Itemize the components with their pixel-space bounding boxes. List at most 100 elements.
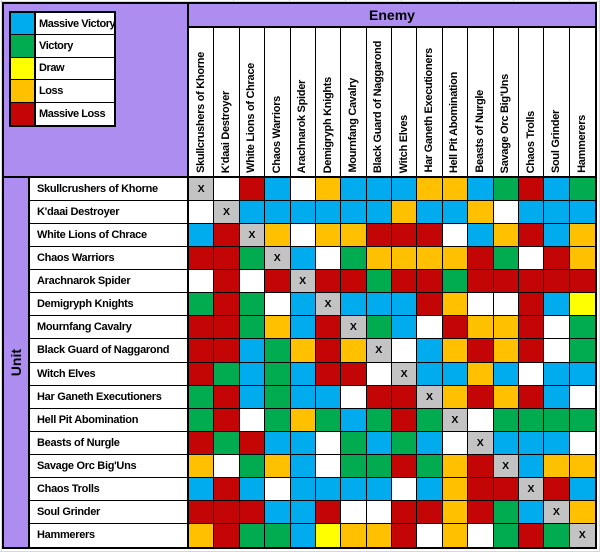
- matrix-cell-empty: [468, 293, 494, 317]
- matrix-cell-result: [544, 178, 570, 202]
- matrix-cell-result: [417, 477, 443, 501]
- matrix-cell-result: [417, 339, 443, 363]
- legend-row: Draw: [11, 57, 116, 81]
- matrix-cell-self: X: [442, 408, 469, 432]
- row-header: Hammerers: [37, 529, 95, 542]
- matrix-cell-result: [544, 385, 570, 409]
- matrix-cell-result: [239, 523, 266, 547]
- matrix-cell-result: [341, 477, 367, 501]
- matrix-cell-result: [468, 247, 494, 271]
- column-header-text: Demigryph Knights: [321, 76, 334, 173]
- matrix-cell-result: [341, 293, 367, 317]
- matrix-cell-result: [392, 178, 418, 202]
- column-header-text: Soul Grinder: [549, 109, 562, 173]
- matrix-cell-self: X: [366, 339, 392, 363]
- row-header: Chaos Trolls: [30, 478, 187, 501]
- matrix-cell-empty: [493, 293, 519, 317]
- matrix-cell-result: [518, 316, 545, 340]
- matrix-cell-result: [493, 178, 519, 202]
- matrix-cell-result: [392, 293, 418, 317]
- matrix-cell-empty: [442, 431, 469, 455]
- matrix-cell-result: [315, 201, 342, 225]
- matrix-cell-result: [544, 293, 570, 317]
- column-header: Skullcrushers of Khorne: [189, 28, 215, 176]
- sheet-gridline-tick: [513, 0, 514, 2]
- matrix-cell-self: X: [493, 454, 519, 478]
- matrix-cell-result: [315, 477, 342, 501]
- matrix-cell-result: [544, 247, 570, 271]
- matrix-cell-result: [290, 316, 316, 340]
- matrix-cell-result: [189, 339, 215, 363]
- legend-label: Victory: [39, 40, 73, 53]
- matrix-cell-result: [239, 454, 266, 478]
- matrix-cell-result: [442, 316, 469, 340]
- matrix-cell-result: [239, 316, 266, 340]
- matrix-cell-empty: [569, 385, 595, 409]
- matrix-cell-result: [315, 316, 342, 340]
- matrix-cell-result: [341, 224, 367, 248]
- row-headers: Skullcrushers of Khorne K'daai Destroyer W…: [30, 178, 189, 547]
- matrix-cell-result: [366, 316, 392, 340]
- matrix-cell-result: [341, 201, 367, 225]
- matrix-cell-result: [341, 339, 367, 363]
- matrix-cell-result: [392, 316, 418, 340]
- column-header: White Lions of Chrace: [240, 28, 266, 176]
- matrix-cell-result: [569, 201, 595, 225]
- matrix-cell-result: [569, 178, 595, 202]
- matrix-cell-self: X: [468, 431, 494, 455]
- matrix-cell-result: [468, 477, 494, 501]
- column-header-text: White Lions of Chrace: [245, 63, 258, 173]
- column-header: Savage Orc Big'Uns: [494, 28, 519, 176]
- matrix-cell-self: X: [239, 224, 266, 248]
- matrix-cell-result: [544, 270, 570, 294]
- matrix-cell-result: [544, 454, 570, 478]
- matrix-cell-result: [290, 385, 316, 409]
- matrix-cell-result: [544, 408, 570, 432]
- matrix-cell-result: [493, 339, 519, 363]
- matrix-cell-result: [569, 362, 595, 386]
- column-header-text: Har Ganeth Executioners: [423, 48, 436, 173]
- matrix-cell-result: [214, 477, 240, 501]
- matrix-cell-result: [493, 523, 519, 547]
- matrix-cell-result: [315, 224, 342, 248]
- matrix-cell-result: [569, 224, 595, 248]
- column-header: Beasts of Nurgle: [468, 28, 494, 176]
- matrix-cell-result: [189, 362, 215, 386]
- column-header: Hammerers: [570, 28, 595, 176]
- row-header: Skullcrushers of Khorne: [30, 178, 187, 202]
- matrix-cell-result: [442, 178, 469, 202]
- matrix-cell-result: [189, 408, 215, 432]
- matrix-cell-result: [265, 431, 291, 455]
- matrix-cell-empty: [265, 477, 291, 501]
- matrix-cell-result: [290, 477, 316, 501]
- matrix-cell-result: [442, 477, 469, 501]
- matrix-cell-result: [315, 523, 342, 547]
- matrix-cell-result: [265, 270, 291, 294]
- matrix-cell-result: [417, 178, 443, 202]
- matrix-cell-empty: [290, 224, 316, 248]
- matrix-cell-result: [214, 316, 240, 340]
- matrix-cell-result: [366, 247, 392, 271]
- matrix-cell-result: [518, 500, 545, 524]
- matrix-cell-result: [442, 362, 469, 386]
- matrix-cell-empty: [265, 293, 291, 317]
- matrix-cell-result: [214, 293, 240, 317]
- matrix-cell-result: [518, 408, 545, 432]
- column-header-text: Chaos Trolls: [524, 110, 537, 173]
- matrix-cell-result: [366, 385, 392, 409]
- matrix-cell-empty: [366, 362, 392, 386]
- matrix-cell-result: [239, 362, 266, 386]
- column-header: Witch Elves: [392, 28, 418, 176]
- matrix-cell-result: [341, 362, 367, 386]
- matrix-cell-result: [442, 201, 469, 225]
- matrix-cell-result: [290, 500, 316, 524]
- matrix-cell-result: [569, 454, 595, 478]
- matrix-cell-self: X: [265, 247, 291, 271]
- matrix-cell-result: [366, 523, 392, 547]
- legend: Massive Victory Victory Draw Loss Massive Lo…: [9, 11, 116, 127]
- column-header-text: K'daai Destroyer: [220, 90, 233, 173]
- matrix-cell-result: [493, 500, 519, 524]
- row-header: Beasts of Nurgle: [30, 432, 187, 455]
- column-header: Har Ganeth Executioners: [417, 28, 443, 176]
- matrix-cell-result: [239, 201, 266, 225]
